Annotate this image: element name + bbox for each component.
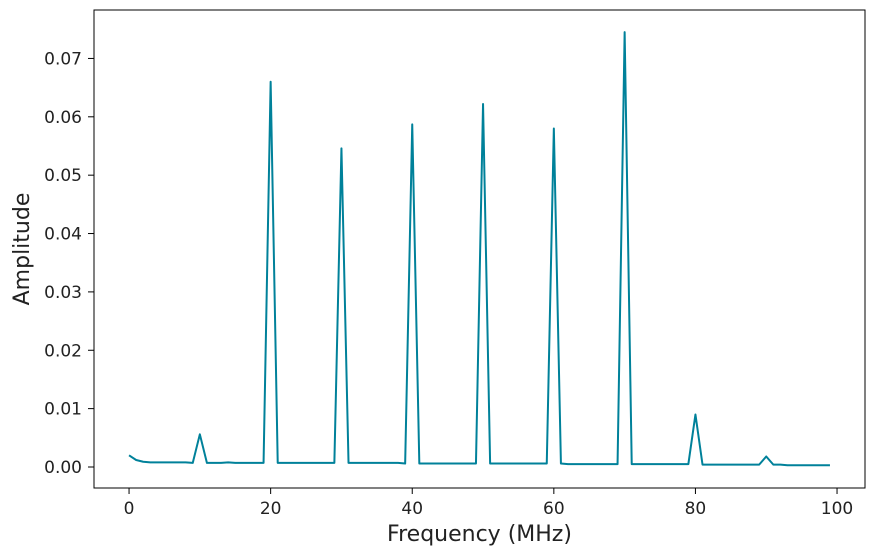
x-tick-label: 80 (685, 499, 707, 519)
x-tick-label: 40 (401, 499, 423, 519)
x-axis-label: Frequency (MHz) (387, 522, 572, 547)
y-tick-label: 0.03 (44, 283, 82, 303)
x-tick-label: 20 (260, 499, 282, 519)
y-tick-label: 0.05 (44, 166, 82, 186)
y-tick-label: 0.04 (44, 225, 82, 245)
x-axis-ticks: 0 20 40 60 80 100 (124, 488, 853, 519)
y-axis-ticks: 0.00 0.01 0.02 0.03 0.04 0.05 0.06 0.07 (44, 49, 94, 478)
series-line (128, 31, 830, 467)
x-tick-label: 0 (124, 499, 135, 519)
plot-frame (93, 9, 866, 489)
y-tick-label: 0.06 (44, 108, 82, 128)
plot-area (93, 9, 866, 489)
y-tick-label: 0.07 (44, 49, 82, 69)
x-tick-label: 60 (543, 499, 565, 519)
x-tick-label: 100 (821, 499, 853, 519)
y-tick-label: 0.01 (44, 400, 82, 420)
y-tick-label: 0.00 (44, 458, 82, 478)
y-axis-label: Amplitude (10, 193, 35, 306)
y-tick-label: 0.02 (44, 341, 82, 361)
